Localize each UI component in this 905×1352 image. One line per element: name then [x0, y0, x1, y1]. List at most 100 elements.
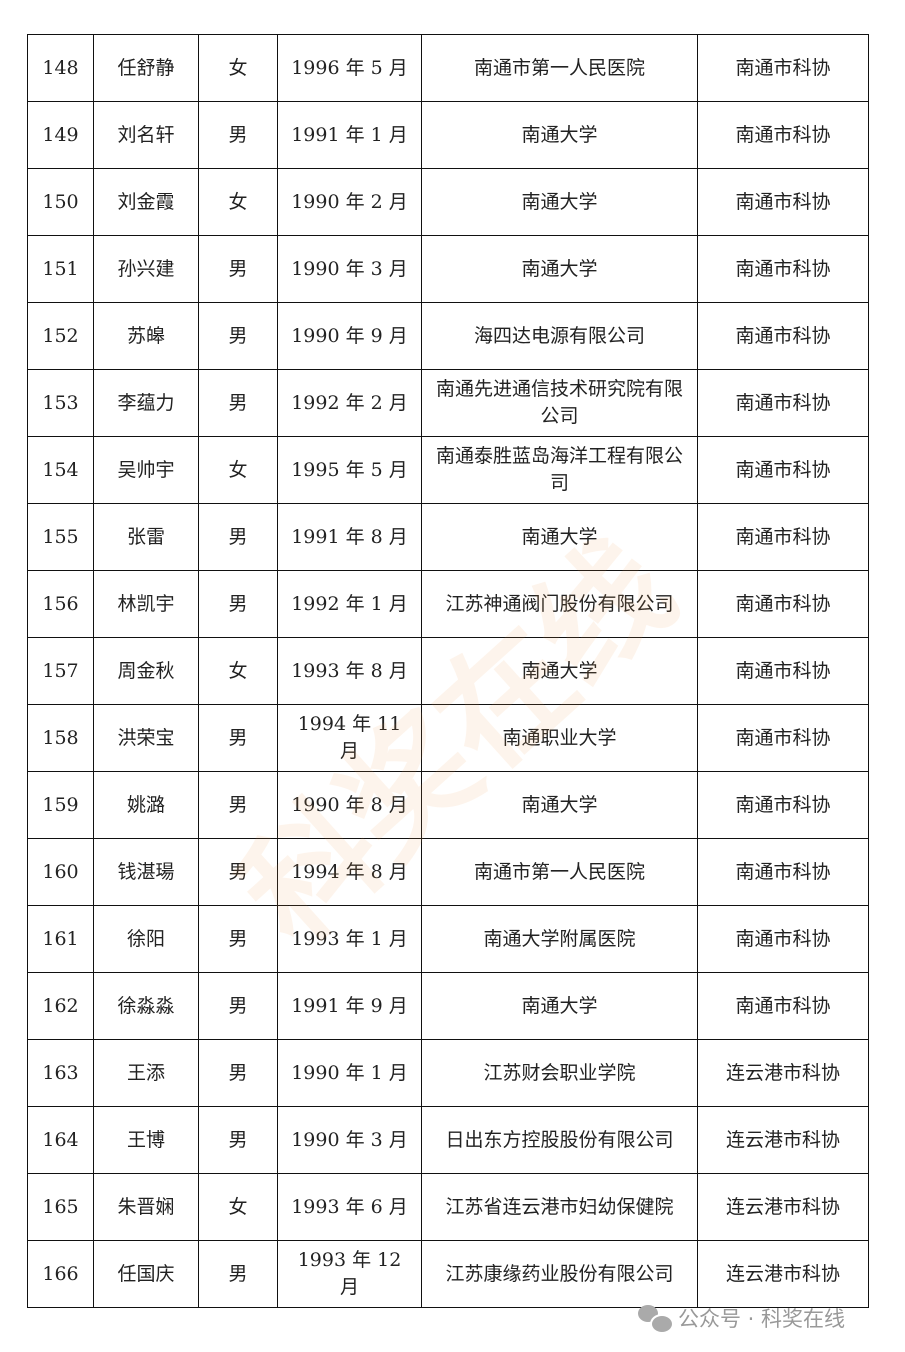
cell-employer: 南通先进通信技术研究院有限公司: [421, 369, 698, 437]
cell-employer: 海四达电源有限公司: [421, 302, 698, 370]
cell-row-number: 164: [27, 1106, 94, 1174]
cell-employer: 日出东方控股股份有限公司: [421, 1106, 698, 1174]
table-row: 150 刘金霞女 1990 年 2 月南通大学 南通市科协: [27, 168, 869, 236]
cell-name: 王添: [93, 1039, 199, 1107]
cell-nominating-unit: 南通市科协: [697, 302, 869, 370]
cell-row-number: 165: [27, 1173, 94, 1241]
cell-name: 任国庆: [93, 1240, 199, 1308]
cell-name: 王博: [93, 1106, 199, 1174]
cell-birth-date: 1990 年 2 月: [277, 168, 422, 236]
cell-name: 钱湛瑒: [93, 838, 199, 906]
cell-gender: 女: [198, 168, 278, 236]
cell-employer: 南通大学: [421, 771, 698, 839]
cell-name: 林凯宇: [93, 570, 199, 638]
cell-row-number: 152: [27, 302, 94, 370]
cell-nominating-unit: 南通市科协: [697, 34, 869, 102]
cell-birth-date: 1992 年 1 月: [277, 570, 422, 638]
cell-row-number: 161: [27, 905, 94, 973]
cell-row-number: 151: [27, 235, 94, 303]
cell-birth-date: 1993 年 6 月: [277, 1173, 422, 1241]
cell-birth-date: 1990 年 3 月: [277, 235, 422, 303]
cell-birth-date: 1993 年 1 月: [277, 905, 422, 973]
cell-birth-date: 1990 年 9 月: [277, 302, 422, 370]
cell-birth-date: 1990 年 8 月: [277, 771, 422, 839]
cell-gender: 男: [198, 905, 278, 973]
table-row: 155 张雷男 1991 年 8 月南通大学 南通市科协: [27, 503, 869, 571]
cell-nominating-unit: 南通市科协: [697, 570, 869, 638]
cell-gender: 男: [198, 1240, 278, 1308]
cell-row-number: 163: [27, 1039, 94, 1107]
cell-gender: 男: [198, 570, 278, 638]
table-row: 156 林凯宇男 1992 年 1 月江苏神通阀门股份有限公司 南通市科协: [27, 570, 869, 638]
cell-name: 周金秋: [93, 637, 199, 705]
cell-row-number: 158: [27, 704, 94, 772]
cell-name: 洪荣宝: [93, 704, 199, 772]
cell-birth-date: 1990 年 3 月: [277, 1106, 422, 1174]
cell-gender: 男: [198, 1106, 278, 1174]
cell-nominating-unit: 连云港市科协: [697, 1173, 869, 1241]
cell-gender: 男: [198, 503, 278, 571]
cell-employer: 南通大学: [421, 235, 698, 303]
table-row: 164 王博男 1990 年 3 月日出东方控股股份有限公司 连云港市科协: [27, 1106, 869, 1174]
cell-employer: 南通大学: [421, 637, 698, 705]
table-row: 161 徐阳男 1993 年 1 月南通大学附属医院 南通市科协: [27, 905, 869, 973]
awardee-table: 148 任舒静女 1996 年 5 月南通市第一人民医院 南通市科协 149 刘名轩男 19…: [27, 34, 869, 1308]
cell-nominating-unit: 南通市科协: [697, 101, 869, 169]
cell-row-number: 166: [27, 1240, 94, 1308]
cell-name: 徐阳: [93, 905, 199, 973]
cell-employer: 南通大学: [421, 972, 698, 1040]
cell-name: 徐淼淼: [93, 972, 199, 1040]
cell-birth-date: 1990 年 1 月: [277, 1039, 422, 1107]
cell-name: 孙兴建: [93, 235, 199, 303]
cell-employer: 南通市第一人民医院: [421, 34, 698, 102]
cell-gender: 男: [198, 235, 278, 303]
cell-employer: 南通大学: [421, 503, 698, 571]
table-row: 160 钱湛瑒男 1994 年 8 月南通市第一人民医院 南通市科协: [27, 838, 869, 906]
table-row: 163 王添男 1990 年 1 月江苏财会职业学院 连云港市科协: [27, 1039, 869, 1107]
cell-name: 苏皞: [93, 302, 199, 370]
cell-gender: 女: [198, 1173, 278, 1241]
cell-gender: 男: [198, 704, 278, 772]
cell-row-number: 157: [27, 637, 94, 705]
cell-nominating-unit: 南通市科协: [697, 436, 869, 504]
table-row: 149 刘名轩男 1991 年 1 月南通大学 南通市科协: [27, 101, 869, 169]
cell-birth-date: 1996 年 5 月: [277, 34, 422, 102]
cell-birth-date: 1991 年 9 月: [277, 972, 422, 1040]
cell-birth-date: 1995 年 5 月: [277, 436, 422, 504]
cell-row-number: 156: [27, 570, 94, 638]
cell-employer: 南通职业大学: [421, 704, 698, 772]
cell-employer: 江苏神通阀门股份有限公司: [421, 570, 698, 638]
cell-birth-date: 1992 年 2 月: [277, 369, 422, 437]
cell-nominating-unit: 南通市科协: [697, 637, 869, 705]
cell-name: 姚潞: [93, 771, 199, 839]
cell-nominating-unit: 南通市科协: [697, 771, 869, 839]
cell-row-number: 153: [27, 369, 94, 437]
cell-name: 朱晋娴: [93, 1173, 199, 1241]
footer-attribution: 公众号 · 科奖在线: [638, 1303, 846, 1334]
table-row: 154 吴帅宇女 1995 年 5 月南通泰胜蓝岛海洋工程有限公司 南通市科协: [27, 436, 869, 504]
cell-birth-date: 1991 年 1 月: [277, 101, 422, 169]
cell-birth-date: 1993 年 12 月: [277, 1240, 422, 1308]
cell-row-number: 162: [27, 972, 94, 1040]
table-row: 159 姚潞男 1990 年 8 月南通大学 南通市科协: [27, 771, 869, 839]
cell-employer: 江苏省连云港市妇幼保健院: [421, 1173, 698, 1241]
cell-employer: 南通大学: [421, 168, 698, 236]
cell-nominating-unit: 连云港市科协: [697, 1039, 869, 1107]
cell-nominating-unit: 南通市科协: [697, 235, 869, 303]
table-row: 148 任舒静女 1996 年 5 月南通市第一人民医院 南通市科协: [27, 34, 869, 102]
cell-birth-date: 1994 年 11 月: [277, 704, 422, 772]
cell-birth-date: 1991 年 8 月: [277, 503, 422, 571]
cell-birth-date: 1994 年 8 月: [277, 838, 422, 906]
cell-row-number: 150: [27, 168, 94, 236]
cell-row-number: 155: [27, 503, 94, 571]
cell-name: 任舒静: [93, 34, 199, 102]
cell-row-number: 154: [27, 436, 94, 504]
cell-birth-date: 1993 年 8 月: [277, 637, 422, 705]
cell-nominating-unit: 南通市科协: [697, 704, 869, 772]
cell-nominating-unit: 南通市科协: [697, 838, 869, 906]
table-row: 162 徐淼淼男 1991 年 9 月南通大学 南通市科协: [27, 972, 869, 1040]
cell-row-number: 160: [27, 838, 94, 906]
footer-text: 公众号 · 科奖在线: [678, 1307, 846, 1331]
cell-gender: 男: [198, 972, 278, 1040]
cell-gender: 女: [198, 637, 278, 705]
